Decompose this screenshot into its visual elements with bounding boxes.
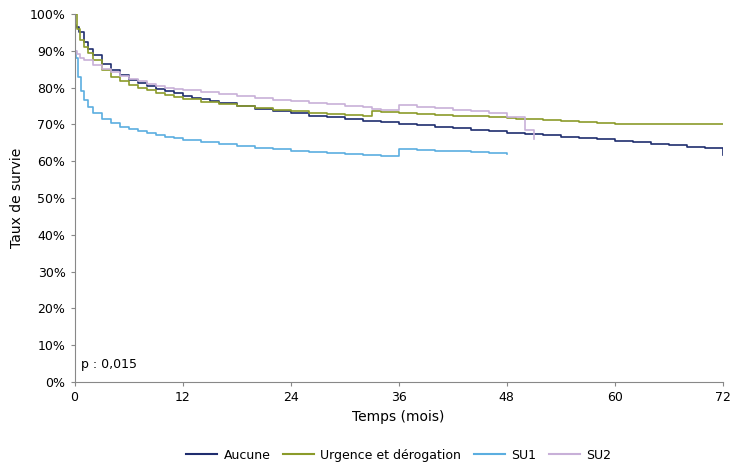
Text: p : 0,015: p : 0,015 — [81, 358, 137, 371]
X-axis label: Temps (mois): Temps (mois) — [352, 410, 445, 424]
Y-axis label: Taux de survie: Taux de survie — [10, 148, 24, 248]
Legend: Aucune, Urgence et dérogation, SU1, SU2: Aucune, Urgence et dérogation, SU1, SU2 — [181, 444, 616, 466]
